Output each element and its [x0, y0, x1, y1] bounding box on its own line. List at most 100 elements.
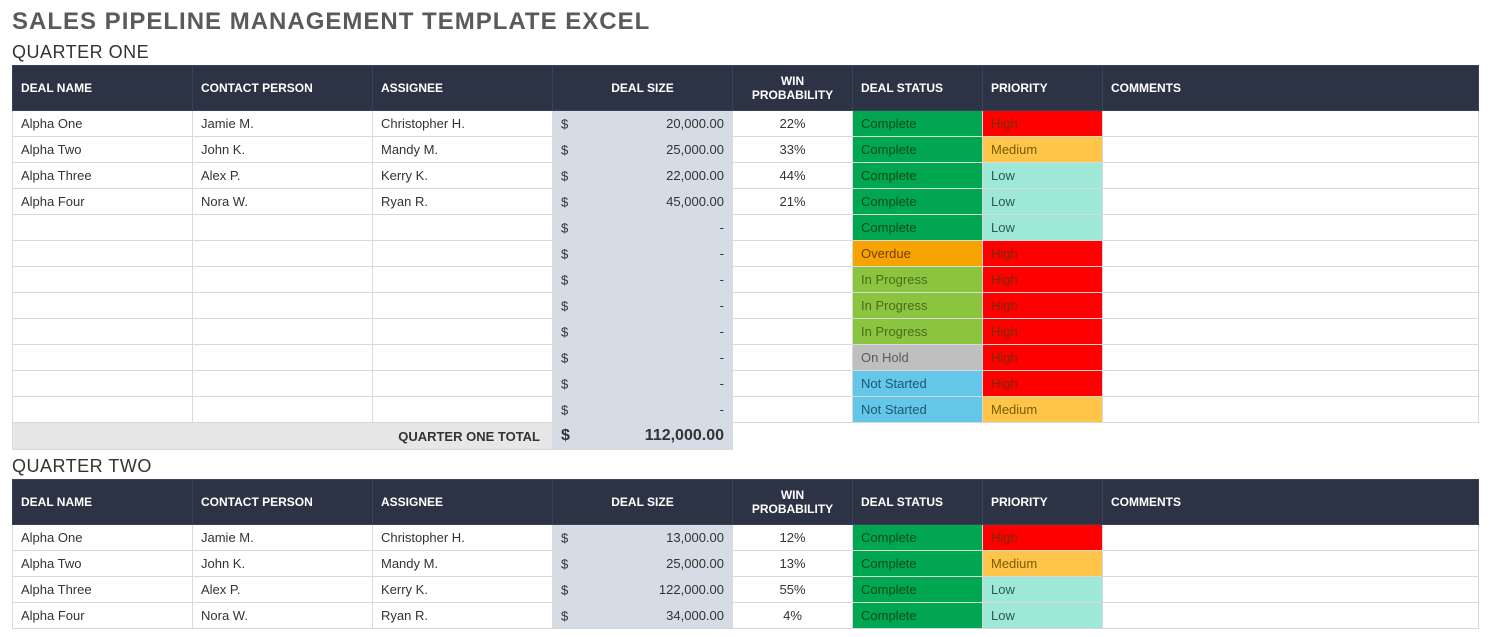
deal-size-cell[interactable]: $-: [553, 215, 733, 241]
priority-cell[interactable]: Medium: [983, 551, 1103, 577]
priority-cell[interactable]: High: [983, 371, 1103, 397]
priority-cell[interactable]: Low: [983, 577, 1103, 603]
priority-cell[interactable]: High: [983, 293, 1103, 319]
win-prob-cell[interactable]: [733, 371, 853, 397]
priority-cell[interactable]: Medium: [983, 397, 1103, 423]
win-prob-cell[interactable]: [733, 267, 853, 293]
comments-cell[interactable]: [1103, 163, 1479, 189]
priority-cell[interactable]: High: [983, 525, 1103, 551]
assignee-cell[interactable]: [373, 267, 553, 293]
contact-cell[interactable]: John K.: [193, 551, 373, 577]
comments-cell[interactable]: [1103, 525, 1479, 551]
contact-cell[interactable]: Jamie M.: [193, 111, 373, 137]
status-cell[interactable]: In Progress: [853, 293, 983, 319]
win-prob-cell[interactable]: 44%: [733, 163, 853, 189]
status-cell[interactable]: Complete: [853, 163, 983, 189]
assignee-cell[interactable]: [373, 293, 553, 319]
win-prob-cell[interactable]: [733, 397, 853, 423]
status-cell[interactable]: Complete: [853, 577, 983, 603]
win-prob-cell[interactable]: [733, 345, 853, 371]
deal-name-cell[interactable]: [13, 267, 193, 293]
comments-cell[interactable]: [1103, 293, 1479, 319]
win-prob-cell[interactable]: 12%: [733, 525, 853, 551]
assignee-cell[interactable]: Christopher H.: [373, 111, 553, 137]
comments-cell[interactable]: [1103, 319, 1479, 345]
deal-name-cell[interactable]: Alpha Three: [13, 577, 193, 603]
comments-cell[interactable]: [1103, 577, 1479, 603]
deal-name-cell[interactable]: Alpha One: [13, 111, 193, 137]
deal-name-cell[interactable]: Alpha Three: [13, 163, 193, 189]
comments-cell[interactable]: [1103, 603, 1479, 629]
contact-cell[interactable]: [193, 345, 373, 371]
deal-size-cell[interactable]: $-: [553, 293, 733, 319]
status-cell[interactable]: Complete: [853, 137, 983, 163]
deal-name-cell[interactable]: [13, 319, 193, 345]
comments-cell[interactable]: [1103, 241, 1479, 267]
deal-size-cell[interactable]: $13,000.00: [553, 525, 733, 551]
priority-cell[interactable]: High: [983, 241, 1103, 267]
deal-size-cell[interactable]: $-: [553, 345, 733, 371]
status-cell[interactable]: Overdue: [853, 241, 983, 267]
deal-name-cell[interactable]: Alpha Two: [13, 137, 193, 163]
status-cell[interactable]: In Progress: [853, 267, 983, 293]
status-cell[interactable]: Not Started: [853, 397, 983, 423]
deal-size-cell[interactable]: $-: [553, 319, 733, 345]
contact-cell[interactable]: Nora W.: [193, 189, 373, 215]
assignee-cell[interactable]: [373, 371, 553, 397]
contact-cell[interactable]: [193, 241, 373, 267]
status-cell[interactable]: Complete: [853, 525, 983, 551]
assignee-cell[interactable]: [373, 215, 553, 241]
deal-name-cell[interactable]: [13, 371, 193, 397]
status-cell[interactable]: On Hold: [853, 345, 983, 371]
contact-cell[interactable]: [193, 371, 373, 397]
priority-cell[interactable]: Low: [983, 163, 1103, 189]
deal-size-cell[interactable]: $-: [553, 241, 733, 267]
priority-cell[interactable]: Low: [983, 603, 1103, 629]
priority-cell[interactable]: High: [983, 345, 1103, 371]
deal-name-cell[interactable]: Alpha Four: [13, 189, 193, 215]
deal-name-cell[interactable]: [13, 241, 193, 267]
comments-cell[interactable]: [1103, 267, 1479, 293]
comments-cell[interactable]: [1103, 215, 1479, 241]
deal-name-cell[interactable]: Alpha Two: [13, 551, 193, 577]
assignee-cell[interactable]: Kerry K.: [373, 163, 553, 189]
deal-size-cell[interactable]: $34,000.00: [553, 603, 733, 629]
priority-cell[interactable]: High: [983, 111, 1103, 137]
contact-cell[interactable]: Jamie M.: [193, 525, 373, 551]
assignee-cell[interactable]: Ryan R.: [373, 603, 553, 629]
contact-cell[interactable]: [193, 397, 373, 423]
deal-size-cell[interactable]: $22,000.00: [553, 163, 733, 189]
win-prob-cell[interactable]: 55%: [733, 577, 853, 603]
assignee-cell[interactable]: Kerry K.: [373, 577, 553, 603]
deal-name-cell[interactable]: [13, 293, 193, 319]
status-cell[interactable]: Complete: [853, 189, 983, 215]
comments-cell[interactable]: [1103, 111, 1479, 137]
deal-name-cell[interactable]: [13, 215, 193, 241]
comments-cell[interactable]: [1103, 551, 1479, 577]
status-cell[interactable]: Complete: [853, 603, 983, 629]
assignee-cell[interactable]: [373, 345, 553, 371]
deal-size-cell[interactable]: $25,000.00: [553, 137, 733, 163]
win-prob-cell[interactable]: 13%: [733, 551, 853, 577]
comments-cell[interactable]: [1103, 137, 1479, 163]
win-prob-cell[interactable]: 4%: [733, 603, 853, 629]
contact-cell[interactable]: Alex P.: [193, 163, 373, 189]
contact-cell[interactable]: [193, 215, 373, 241]
contact-cell[interactable]: John K.: [193, 137, 373, 163]
comments-cell[interactable]: [1103, 397, 1479, 423]
deal-name-cell[interactable]: Alpha One: [13, 525, 193, 551]
win-prob-cell[interactable]: [733, 293, 853, 319]
priority-cell[interactable]: High: [983, 319, 1103, 345]
contact-cell[interactable]: [193, 319, 373, 345]
deal-size-cell[interactable]: $-: [553, 371, 733, 397]
win-prob-cell[interactable]: [733, 241, 853, 267]
status-cell[interactable]: In Progress: [853, 319, 983, 345]
assignee-cell[interactable]: [373, 319, 553, 345]
priority-cell[interactable]: Low: [983, 189, 1103, 215]
status-cell[interactable]: Complete: [853, 111, 983, 137]
comments-cell[interactable]: [1103, 345, 1479, 371]
deal-size-cell[interactable]: $20,000.00: [553, 111, 733, 137]
win-prob-cell[interactable]: 33%: [733, 137, 853, 163]
win-prob-cell[interactable]: [733, 215, 853, 241]
comments-cell[interactable]: [1103, 371, 1479, 397]
